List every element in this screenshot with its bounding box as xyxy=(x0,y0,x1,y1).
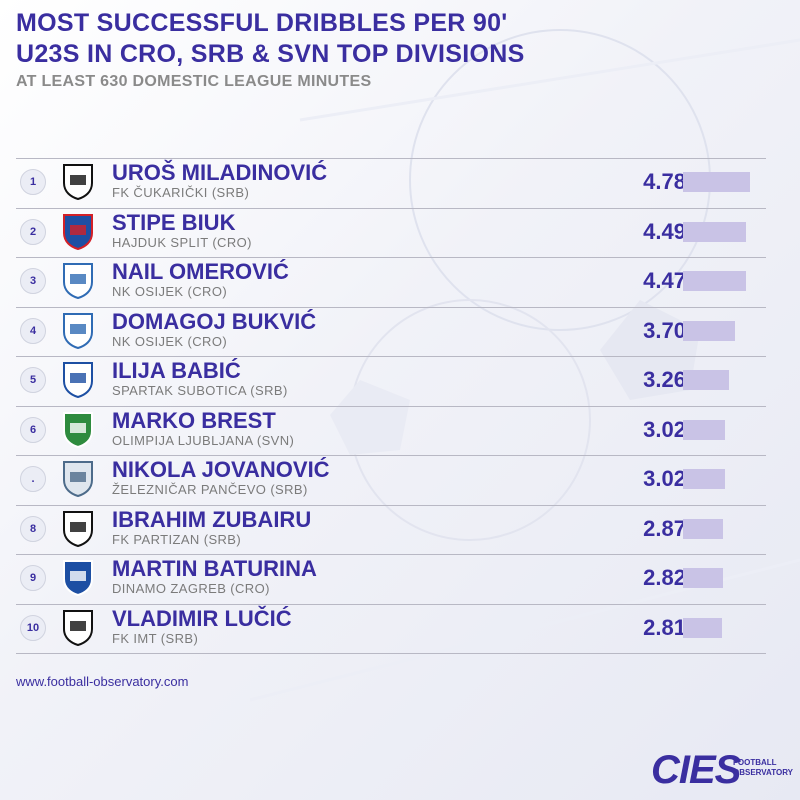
bar xyxy=(683,617,723,638)
rank-badge: 1 xyxy=(20,169,46,195)
table-row: 2 STIPE BIUK HAJDUK SPLIT (CRO) 4.49 xyxy=(16,207,766,255)
cies-logo-subtitle: FOOTBALL OBSERVATORY xyxy=(733,758,793,778)
player-name: UROŠ MILADINOVIĆ xyxy=(112,160,328,185)
data-label: 3.02 xyxy=(643,466,686,491)
rank-badge: 5 xyxy=(20,367,46,393)
data-label: 3.26 xyxy=(643,367,686,392)
player-name: MARTIN BATURINA xyxy=(112,556,317,581)
table-row: 1 UROŠ MILADINOVIĆ FK ČUKARIČKI (SRB) 4.78 xyxy=(16,158,766,205)
cies-logo-sub-line-1: FOOTBALL xyxy=(733,758,777,767)
club-name: NK OSIJEK (CRO) xyxy=(112,284,228,299)
bar xyxy=(683,469,726,489)
table-row: . NIKOLA JOVANOVIĆ ŽELEZNIČAR PANČEVO (SRB… xyxy=(16,455,766,502)
osijek-crest-icon xyxy=(63,263,93,300)
bar xyxy=(683,568,723,588)
imt-crest-icon xyxy=(63,609,93,646)
bar xyxy=(683,271,746,291)
chart-header: MOST SUCCESSFUL DRIBBLES PER 90' U23S IN… xyxy=(16,8,525,93)
table-row: 3 NAIL OMEROVIĆ NK OSIJEK (CRO) 4.47 xyxy=(16,257,766,304)
data-label: 4.49 xyxy=(643,218,686,244)
partizan-crest-icon xyxy=(63,510,93,547)
player-name: DOMAGOJ BUKVIĆ xyxy=(112,308,317,334)
row-divider xyxy=(16,653,766,654)
bar xyxy=(683,320,735,341)
table-row: 8 IBRAHIM ZUBAIRU FK PARTIZAN (SRB) 2.87 xyxy=(16,504,766,552)
olimpija-crest-icon xyxy=(63,411,93,448)
rank-badge: 10 xyxy=(20,614,46,641)
cukaricki-crest-icon xyxy=(63,164,93,201)
hajduk-crest-icon xyxy=(63,213,93,250)
bar xyxy=(683,419,726,440)
table-row: 6 MARKO BREST OLIMPIJA LJUBLJANA (SVN) 3.02 xyxy=(16,405,766,453)
chart-subtitle: AT LEAST 630 DOMESTIC LEAGUE MINUTES xyxy=(16,73,372,90)
table-row: 5 ILIJA BABIĆ SPARTAK SUBOTICA (SRB) 3.26 xyxy=(16,356,766,403)
rank-badge: 4 xyxy=(20,317,46,344)
bar xyxy=(683,172,750,192)
rank-badge: 9 xyxy=(20,565,46,591)
rank-badge: . xyxy=(20,466,46,492)
rank-badge: 8 xyxy=(20,515,46,542)
data-label: 2.82 xyxy=(643,565,686,590)
club-name: DINAMO ZAGREB (CRO) xyxy=(112,581,270,596)
bar xyxy=(683,221,746,242)
player-name: STIPE BIUK xyxy=(112,209,236,235)
club-name: NK OSIJEK (CRO) xyxy=(112,333,228,349)
rank-badge: 3 xyxy=(20,268,46,294)
club-name: FK PARTIZAN (SRB) xyxy=(112,531,242,547)
player-name: IBRAHIM ZUBAIRU xyxy=(112,506,312,532)
zeleznicar-crest-icon xyxy=(63,461,93,498)
dinamo-crest-icon xyxy=(63,560,93,597)
website-link[interactable]: www.football-observatory.com xyxy=(16,674,189,689)
data-label: 4.78 xyxy=(643,169,686,194)
chart-title-line-2: U23S IN CRO, SRB & SVN TOP DIVISIONS xyxy=(16,40,525,68)
player-name: ILIJA BABIĆ xyxy=(112,358,241,383)
data-label: 4.47 xyxy=(643,268,686,293)
bar xyxy=(683,370,729,390)
data-label: 2.87 xyxy=(643,515,686,541)
player-name: VLADIMIR LUČIĆ xyxy=(112,605,292,631)
cies-logo-sub-line-2: OBSERVATORY xyxy=(733,768,794,777)
table-row: 10 VLADIMIR LUČIĆ FK IMT (SRB) 2.81 xyxy=(16,603,766,651)
osijek-crest-icon xyxy=(63,312,93,349)
club-name: ŽELEZNIČAR PANČEVO (SRB) xyxy=(112,482,308,497)
player-name: NIKOLA JOVANOVIĆ xyxy=(112,457,330,482)
player-name: MARKO BREST xyxy=(112,407,276,433)
club-name: HAJDUK SPLIT (CRO) xyxy=(112,234,252,250)
club-name: OLIMPIJA LJUBLJANA (SVN) xyxy=(112,432,295,448)
club-name: FK ČUKARIČKI (SRB) xyxy=(112,185,250,200)
chart-title-line-1: MOST SUCCESSFUL DRIBBLES PER 90' xyxy=(16,9,508,37)
club-name: SPARTAK SUBOTICA (SRB) xyxy=(112,383,288,398)
data-label: 2.81 xyxy=(643,614,686,640)
data-label: 3.02 xyxy=(643,416,686,442)
club-name: FK IMT (SRB) xyxy=(112,630,199,646)
table-row: 9 MARTIN BATURINA DINAMO ZAGREB (CRO) 2.82 xyxy=(16,554,766,601)
data-label: 3.70 xyxy=(643,317,686,343)
bar xyxy=(683,518,724,539)
spartak-crest-icon xyxy=(63,362,93,399)
table-row: 4 DOMAGOJ BUKVIĆ NK OSIJEK (CRO) 3.70 xyxy=(16,306,766,354)
player-name: NAIL OMEROVIĆ xyxy=(112,259,289,284)
cies-logo-text: CIES xyxy=(651,748,741,792)
rank-badge: 2 xyxy=(20,218,46,245)
rank-badge: 6 xyxy=(20,416,46,443)
